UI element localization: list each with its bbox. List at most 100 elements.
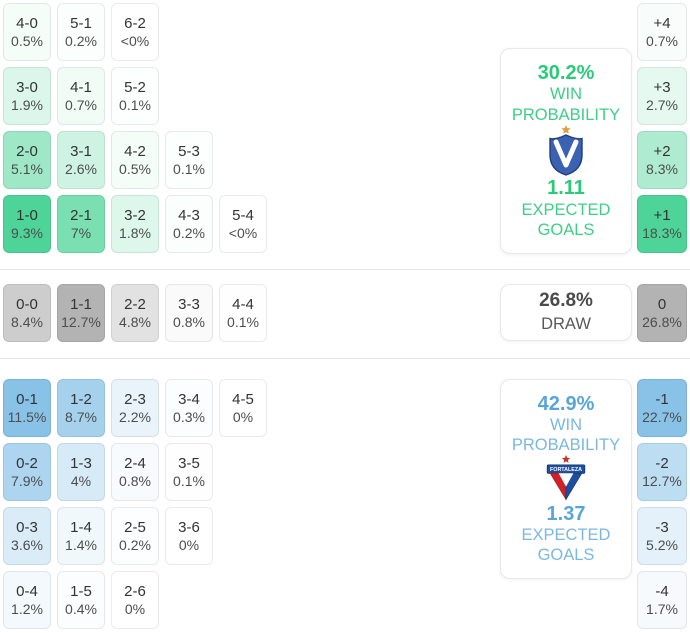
score-cell-2-3-probability: 2.2% bbox=[119, 409, 151, 425]
margin-cell--3-label: -3 bbox=[655, 519, 669, 536]
draw-probability-value: 26.8% bbox=[539, 290, 593, 312]
score-cell-4-2: 4-2 0.5% bbox=[111, 131, 159, 189]
score-cell-1-1-label: 1-1 bbox=[70, 296, 92, 313]
score-cell-0-2-label: 0-2 bbox=[16, 455, 38, 472]
score-cell-0-4-probability: 1.2% bbox=[11, 601, 43, 617]
score-cell-6-2-label: 6-2 bbox=[124, 15, 146, 32]
score-cell-4-5: 4-5 0% bbox=[219, 379, 267, 437]
score-cell-4-3-label: 4-3 bbox=[178, 207, 200, 224]
score-cell-4-4-label: 4-4 bbox=[232, 296, 254, 313]
margin-cell-0-probability: 26.8% bbox=[642, 314, 682, 330]
score-cell-3-4: 3-4 0.3% bbox=[165, 379, 213, 437]
score-cell-5-3-probability: 0.1% bbox=[173, 161, 205, 177]
score-cell-3-2-label: 3-2 bbox=[124, 207, 146, 224]
home-win-score-grid: 4-0 0.5% 5-1 0.2% 6-2 <0% 3-0 1.9% 4-1 0.7% 5-2 0.1… bbox=[3, 3, 267, 253]
score-cell-2-0: 2-0 5.1% bbox=[3, 131, 51, 189]
score-cell-1-1: 1-1 12.7% bbox=[57, 284, 105, 342]
score-cell-1-5-label: 1-5 bbox=[70, 583, 92, 600]
score-cell-3-3: 3-3 0.8% bbox=[165, 284, 213, 342]
score-cell-3-1: 3-1 2.6% bbox=[57, 131, 105, 189]
score-cell-1-5-probability: 0.4% bbox=[65, 601, 97, 617]
home-margin-column: +4 0.7% +3 2.7% +2 8.3% +1 18.3% bbox=[637, 3, 687, 253]
score-cell-1-3-label: 1-3 bbox=[70, 455, 92, 472]
score-cell-3-5: 3-5 0.1% bbox=[165, 443, 213, 501]
score-cell-5-2-label: 5-2 bbox=[124, 79, 146, 96]
score-cell-4-5-label: 4-5 bbox=[232, 391, 254, 408]
score-cell-2-5-label: 2-5 bbox=[124, 519, 146, 536]
margin-cell--1-probability: 22.7% bbox=[642, 409, 682, 425]
score-cell-5-3-label: 5-3 bbox=[178, 143, 200, 160]
margin-cell-0: 0 26.8% bbox=[637, 284, 687, 342]
score-cell-1-1-probability: 12.7% bbox=[61, 314, 101, 330]
score-cell-2-1: 2-1 7% bbox=[57, 195, 105, 253]
score-cell-5-2-probability: 0.1% bbox=[119, 97, 151, 113]
score-cell-4-3: 4-3 0.2% bbox=[165, 195, 213, 253]
draw-row: 0-0 8.4% 1-1 12.7% 2-2 4.8% 3-3 0.8% 4-4 0.1% bbox=[3, 284, 267, 342]
score-cell-5-4-label: 5-4 bbox=[232, 207, 254, 224]
margin-cell-+2-label: +2 bbox=[653, 143, 671, 160]
home-win-probability-value: 30.2% bbox=[537, 62, 595, 84]
score-cell-2-0-label: 2-0 bbox=[16, 143, 38, 160]
score-cell-0-3-probability: 3.6% bbox=[11, 537, 43, 553]
away-expected-goals-value: 1.37 bbox=[546, 502, 586, 525]
score-cell-4-0-probability: 0.5% bbox=[11, 33, 43, 49]
score-cell-0-0-label: 0-0 bbox=[16, 296, 38, 313]
score-cell-3-0-label: 3-0 bbox=[16, 79, 38, 96]
score-cell-2-4-probability: 0.8% bbox=[119, 473, 151, 489]
score-cell-2-2: 2-2 4.8% bbox=[111, 284, 159, 342]
score-cell-5-4: 5-4 <0% bbox=[219, 195, 267, 253]
velez-sarsfield-logo bbox=[549, 125, 583, 176]
star-icon bbox=[561, 455, 571, 464]
margin-cell-+1-label: +1 bbox=[653, 207, 671, 224]
margin-cell-+3-probability: 2.7% bbox=[646, 97, 678, 113]
score-cell-1-2: 1-2 8.7% bbox=[57, 379, 105, 437]
margin-cell-0-label: 0 bbox=[657, 296, 667, 313]
away-expected-goals-label: EXPECTED GOALS bbox=[521, 525, 611, 564]
score-cell-4-0: 4-0 0.5% bbox=[3, 3, 51, 61]
score-cell-3-6-probability: 0% bbox=[178, 537, 200, 553]
score-cell-2-4-label: 2-4 bbox=[124, 455, 146, 472]
margin-cell--1-label: -1 bbox=[655, 391, 669, 408]
score-cell-5-1-label: 5-1 bbox=[70, 15, 92, 32]
score-cell-0-1-label: 0-1 bbox=[16, 391, 38, 408]
score-cell-1-3: 1-3 4% bbox=[57, 443, 105, 501]
score-cell-4-1-probability: 0.7% bbox=[65, 97, 97, 113]
score-cell-3-0-probability: 1.9% bbox=[11, 97, 43, 113]
shield-v-mark bbox=[553, 139, 579, 168]
margin-cell--3-probability: 5.2% bbox=[646, 537, 678, 553]
score-cell-2-5: 2-5 0.2% bbox=[111, 507, 159, 565]
score-cell-0-4: 0-4 1.2% bbox=[3, 571, 51, 629]
score-cell-2-4: 2-4 0.8% bbox=[111, 443, 159, 501]
home-win-summary-card: 30.2% WIN PROBABILITY 1.11 EXPECTED GOAL… bbox=[500, 48, 632, 254]
margin-cell-+3-label: +3 bbox=[653, 79, 671, 96]
home-win-row: 4-0 0.5% 5-1 0.2% 6-2 <0% bbox=[3, 3, 267, 61]
draw-label: DRAW bbox=[541, 315, 591, 334]
score-cell-3-2-probability: 1.8% bbox=[119, 225, 151, 241]
score-cell-3-6-label: 3-6 bbox=[178, 519, 200, 536]
score-cell-1-3-probability: 4% bbox=[70, 473, 92, 489]
away-win-summary-card: 42.9% WIN PROBABILITY FORTALEZA 1.37 EXP… bbox=[500, 379, 632, 579]
draw-margin-column: 0 26.8% bbox=[637, 284, 687, 342]
score-cell-2-6: 2-6 0% bbox=[111, 571, 159, 629]
score-cell-2-1-probability: 7% bbox=[70, 225, 92, 241]
home-win-row: 3-0 1.9% 4-1 0.7% 5-2 0.1% bbox=[3, 67, 267, 125]
away-win-band: 0-1 11.5% 1-2 8.7% 2-3 2.2% 3-4 0.3% 4-5 0% 0-2 7.9… bbox=[0, 358, 690, 633]
score-cell-1-5: 1-5 0.4% bbox=[57, 571, 105, 629]
score-cell-5-2: 5-2 0.1% bbox=[111, 67, 159, 125]
score-cell-2-0-probability: 5.1% bbox=[11, 161, 43, 177]
margin-cell-+2: +2 8.3% bbox=[637, 131, 687, 189]
score-cell-4-5-probability: 0% bbox=[232, 409, 254, 425]
score-cell-3-4-probability: 0.3% bbox=[173, 409, 205, 425]
score-cell-1-4: 1-4 1.4% bbox=[57, 507, 105, 565]
score-cell-6-2-probability: <0% bbox=[120, 33, 150, 49]
margin-cell--3: -3 5.2% bbox=[637, 507, 687, 565]
home-win-probability-label: WIN PROBABILITY bbox=[511, 85, 621, 124]
away-win-score-grid: 0-1 11.5% 1-2 8.7% 2-3 2.2% 3-4 0.3% 4-5 0% 0-2 7.9… bbox=[3, 379, 267, 629]
score-cell-3-2: 3-2 1.8% bbox=[111, 195, 159, 253]
score-cell-4-4: 4-4 0.1% bbox=[219, 284, 267, 342]
home-expected-goals-label: EXPECTED GOALS bbox=[521, 200, 611, 239]
draw-band: 0-0 8.4% 1-1 12.7% 2-2 4.8% 3-3 0.8% 4-4 0.1% 26.… bbox=[0, 269, 690, 358]
score-cell-5-1: 5-1 0.2% bbox=[57, 3, 105, 61]
score-cell-2-6-probability: 0% bbox=[124, 601, 146, 617]
